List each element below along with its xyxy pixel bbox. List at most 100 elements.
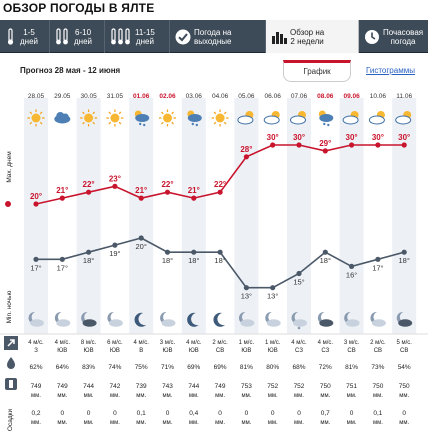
pressure-unit: мм. bbox=[241, 393, 251, 399]
rain-drop bbox=[191, 122, 194, 126]
min-temp-label: 17° bbox=[372, 263, 383, 272]
precip-value: 0,4 bbox=[189, 410, 198, 417]
graph-view-tab[interactable]: График bbox=[283, 60, 351, 82]
rain-drop bbox=[143, 123, 146, 127]
cloud-body bbox=[293, 319, 307, 327]
max-temp-label: 21° bbox=[188, 186, 200, 195]
precip-unit: мм. bbox=[57, 420, 67, 426]
wind-icon bbox=[4, 336, 18, 350]
min-temp-label: 13° bbox=[241, 292, 252, 301]
pressure-value: 751 bbox=[346, 383, 357, 390]
max-temp-label: 30° bbox=[267, 133, 279, 142]
wind-speed-value: 4 м/с. bbox=[186, 340, 202, 346]
max-temp-label: 20° bbox=[30, 192, 42, 201]
forecast-tabs: 1-5 дней 6-10 дней 11-15 дней Погода на … bbox=[0, 20, 428, 53]
precip-unit: мм. bbox=[189, 420, 199, 426]
pressure-value: 752 bbox=[267, 383, 278, 390]
tab-label: Почасовая погода bbox=[383, 27, 424, 46]
precip-unit: мм. bbox=[399, 420, 409, 426]
histograms-link[interactable]: Гистограммы bbox=[366, 66, 415, 75]
pressure-unit: мм. bbox=[163, 393, 173, 399]
bar-chart-icon bbox=[272, 31, 287, 44]
wind-direction-value: СВ bbox=[347, 348, 355, 354]
rain-drop-icon bbox=[134, 110, 150, 127]
column-shade bbox=[129, 98, 154, 334]
pressure-value: 744 bbox=[83, 383, 94, 390]
sun-ray bbox=[29, 121, 33, 125]
date-label: 10.06 bbox=[370, 93, 387, 100]
min-temp-label: 13° bbox=[267, 292, 278, 301]
wind-speed-value: 2 м/с. bbox=[212, 340, 228, 346]
precip-unit: мм. bbox=[373, 420, 383, 426]
tab-weekend[interactable]: Погода на выходные bbox=[170, 20, 266, 53]
wind-direction-value: СВ bbox=[374, 348, 382, 354]
precip-unit: мм. bbox=[136, 420, 146, 426]
min-temp-point bbox=[138, 235, 144, 241]
sun-ray bbox=[213, 121, 217, 125]
min-night-label: Min. ночью bbox=[6, 290, 13, 323]
moon-cloud-icon bbox=[28, 311, 44, 327]
date-label: 03.06 bbox=[186, 93, 203, 100]
tab-hourly[interactable]: Почасовая погода bbox=[359, 20, 428, 53]
cloud-body bbox=[319, 114, 334, 122]
pressure-unit: мм. bbox=[294, 393, 304, 399]
pressure-unit: мм. bbox=[347, 393, 357, 399]
wind-speed-value: 4 м/с. bbox=[55, 340, 71, 346]
sun-ray bbox=[223, 121, 227, 125]
wind-speed-value: 2 м/с. bbox=[370, 340, 386, 346]
wind-speed-value: 5 м/с. bbox=[396, 340, 412, 346]
min-temp-point bbox=[270, 285, 276, 291]
thermometer-triple-icon bbox=[111, 27, 130, 44]
min-temp-label: 20° bbox=[136, 242, 147, 251]
min-temp-point bbox=[191, 249, 197, 255]
tab-11-15-days[interactable]: 11-15 дней bbox=[105, 20, 170, 53]
precip-unit: мм. bbox=[163, 420, 173, 426]
min-temp-label: 19° bbox=[109, 249, 120, 258]
column-shade bbox=[76, 98, 101, 334]
date-label: 07.06 bbox=[291, 93, 308, 100]
moon-cloud-dark-icon bbox=[396, 311, 413, 327]
min-temp-label: 18° bbox=[214, 256, 225, 265]
min-temp-point bbox=[296, 270, 302, 277]
max-day-label-group: Max. днем bbox=[5, 151, 13, 207]
sun-ray bbox=[223, 111, 227, 115]
wind-speed-value: 8 м/с. bbox=[81, 340, 97, 346]
sun-disc bbox=[110, 113, 120, 123]
wind-speed-value: 1 м/с. bbox=[265, 340, 281, 346]
wind-speed-value: 4 м/с. bbox=[318, 340, 334, 346]
moon-icon bbox=[187, 312, 199, 327]
min-temp-point bbox=[243, 285, 249, 291]
checkmark-icon bbox=[175, 29, 191, 44]
wind-speed-value: 4 м/с. bbox=[28, 340, 44, 346]
column-shade bbox=[339, 98, 364, 334]
date-label: 08.06 bbox=[317, 93, 334, 100]
tab-6-10-days[interactable]: 6-10 дней bbox=[50, 20, 105, 53]
min-temp-point bbox=[322, 249, 328, 255]
wind-speed-value: 4 м/с. bbox=[133, 340, 149, 346]
column-shade bbox=[287, 98, 311, 334]
weather-chart: 28.05 29.05 30.05 31.05 01.06 02.06 03.06 04.06… bbox=[0, 93, 428, 431]
sun-disc bbox=[215, 113, 225, 123]
precip-value: 0,1 bbox=[373, 410, 382, 417]
tab-1-5-days[interactable]: 1-5 дней bbox=[0, 20, 50, 53]
max-temp-label: 22° bbox=[161, 180, 173, 189]
cloud-sun-icon bbox=[263, 111, 280, 125]
pressure-value: 749 bbox=[31, 383, 42, 390]
pressure-gauge bbox=[9, 380, 13, 388]
wind-direction-value: СВ bbox=[216, 348, 224, 354]
cloud-sun-icon bbox=[342, 111, 359, 125]
pressure-value: 743 bbox=[162, 383, 173, 390]
wind-direction-value: ЮВ bbox=[57, 348, 67, 354]
wind-speed-value: 6 м/с. bbox=[107, 340, 123, 346]
max-temp-point bbox=[375, 142, 381, 148]
pressure-unit: мм. bbox=[373, 393, 383, 399]
sun-ray bbox=[213, 111, 217, 115]
max-temp-label: 23° bbox=[109, 174, 121, 183]
cloud-body bbox=[135, 114, 150, 122]
precip-unit: мм. bbox=[215, 420, 225, 426]
cloud-body bbox=[161, 319, 176, 327]
tab-2-weeks[interactable]: Обзор на 2 недели bbox=[266, 20, 359, 53]
pressure-unit: мм. bbox=[57, 393, 67, 399]
sun-ray bbox=[108, 121, 112, 125]
min-temp-point bbox=[375, 256, 381, 262]
